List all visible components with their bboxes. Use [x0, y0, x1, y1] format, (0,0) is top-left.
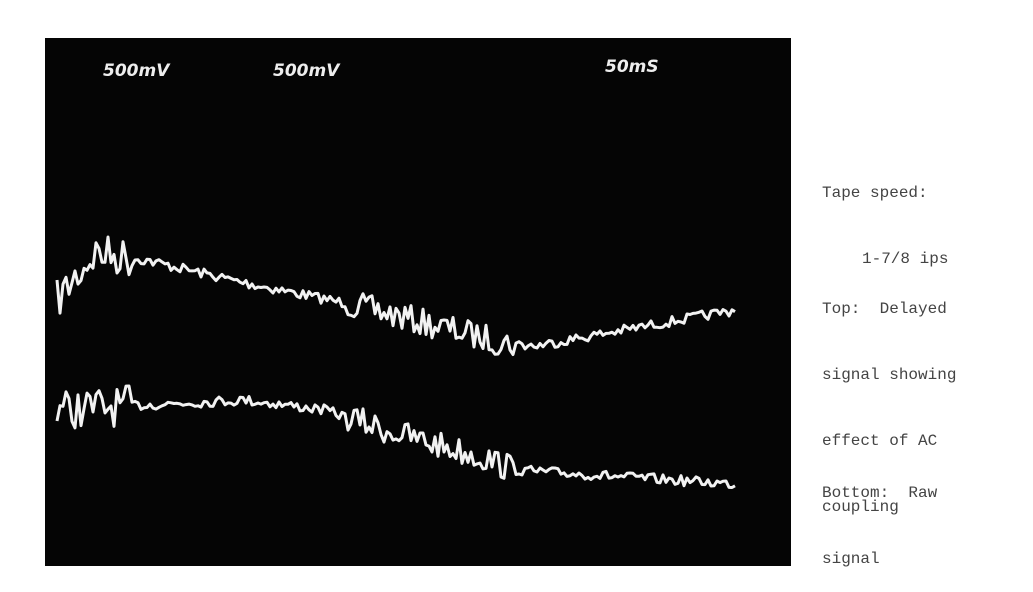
- channel-2-scale: 500mV: [273, 61, 341, 81]
- channel-1-scale: 500mV: [103, 61, 171, 81]
- note-line: Bottom: Raw: [822, 482, 937, 504]
- photo-background: [45, 38, 791, 566]
- bottom-trace-note: Bottom: Raw signal: [822, 438, 937, 592]
- note-line: Tape speed:: [822, 182, 948, 204]
- page: 500mV 500mV 50mS Tape speed: 1-7/8 ips T…: [0, 0, 1033, 571]
- time-scale: 50mS: [605, 57, 659, 77]
- note-line: Top: Delayed: [822, 298, 956, 320]
- note-line: signal showing: [822, 364, 956, 386]
- oscilloscope-photo: 500mV 500mV 50mS: [45, 38, 791, 566]
- note-line: signal: [822, 548, 937, 570]
